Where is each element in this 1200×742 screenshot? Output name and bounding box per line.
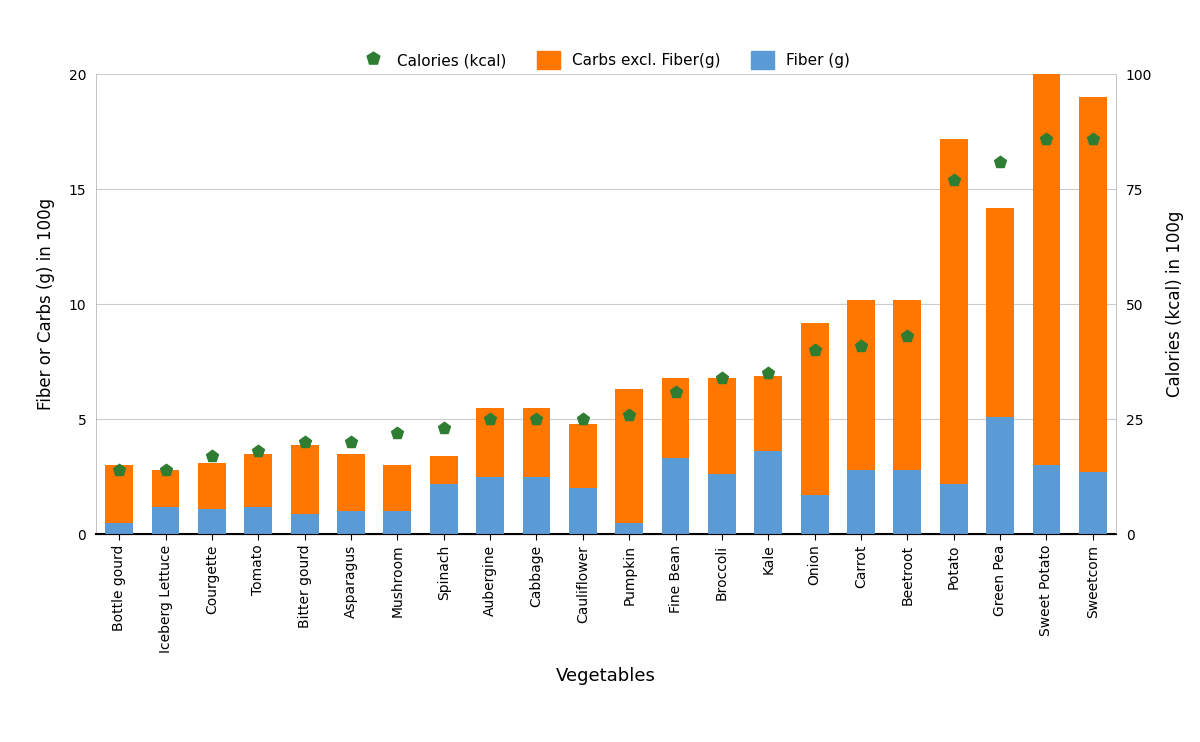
Bar bbox=[894, 470, 922, 534]
Point bbox=[713, 372, 732, 384]
Bar bbox=[847, 470, 875, 534]
Bar bbox=[661, 459, 690, 534]
Point bbox=[898, 330, 917, 342]
Bar bbox=[569, 424, 596, 488]
Bar bbox=[245, 507, 272, 534]
Bar bbox=[800, 495, 828, 534]
Bar bbox=[986, 208, 1014, 417]
Bar bbox=[106, 522, 133, 534]
Bar bbox=[290, 444, 318, 513]
Point bbox=[156, 464, 175, 476]
Bar bbox=[151, 470, 180, 507]
Bar bbox=[106, 465, 133, 522]
Bar bbox=[755, 375, 782, 451]
Bar bbox=[198, 509, 226, 534]
Bar bbox=[986, 417, 1014, 534]
Bar bbox=[384, 511, 412, 534]
Bar bbox=[708, 378, 736, 474]
Bar bbox=[1079, 472, 1106, 534]
Point bbox=[1037, 133, 1056, 145]
Bar bbox=[755, 451, 782, 534]
Point bbox=[1084, 133, 1103, 145]
Bar bbox=[522, 476, 551, 534]
Bar bbox=[151, 507, 180, 534]
Bar bbox=[616, 390, 643, 522]
Point bbox=[342, 436, 361, 448]
Point bbox=[295, 436, 314, 448]
Point bbox=[203, 450, 222, 462]
Bar bbox=[245, 453, 272, 507]
Bar bbox=[569, 488, 596, 534]
Point bbox=[109, 464, 128, 476]
Point bbox=[990, 156, 1009, 168]
X-axis label: Vegetables: Vegetables bbox=[556, 666, 656, 685]
Point bbox=[434, 422, 454, 434]
Bar bbox=[198, 463, 226, 509]
Bar bbox=[800, 323, 828, 495]
Bar bbox=[290, 513, 318, 534]
Y-axis label: Calories (kcal) in 100g: Calories (kcal) in 100g bbox=[1166, 211, 1184, 398]
Bar bbox=[430, 456, 457, 484]
Bar bbox=[384, 465, 412, 511]
Bar bbox=[522, 407, 551, 476]
Point bbox=[619, 409, 638, 421]
Bar bbox=[616, 522, 643, 534]
Bar bbox=[430, 484, 457, 534]
Bar bbox=[940, 484, 967, 534]
Bar bbox=[337, 453, 365, 511]
Point bbox=[758, 367, 778, 379]
Bar bbox=[476, 476, 504, 534]
Bar bbox=[708, 474, 736, 534]
Point bbox=[574, 413, 593, 425]
Bar bbox=[894, 300, 922, 470]
Legend: Calories (kcal), Carbs excl. Fiber(g), Fiber (g): Calories (kcal), Carbs excl. Fiber(g), F… bbox=[355, 45, 857, 75]
Point bbox=[527, 413, 546, 425]
Bar bbox=[847, 300, 875, 470]
Point bbox=[666, 386, 685, 398]
Bar bbox=[1032, 465, 1061, 534]
Point bbox=[805, 344, 824, 356]
Y-axis label: Fiber or Carbs (g) in 100g: Fiber or Carbs (g) in 100g bbox=[37, 198, 55, 410]
Point bbox=[944, 174, 964, 186]
Bar bbox=[661, 378, 690, 459]
Point bbox=[480, 413, 499, 425]
Point bbox=[388, 427, 407, 439]
Point bbox=[248, 445, 268, 457]
Bar bbox=[337, 511, 365, 534]
Bar bbox=[1079, 97, 1106, 472]
Bar bbox=[940, 139, 967, 484]
Bar bbox=[1032, 74, 1061, 465]
Bar bbox=[476, 407, 504, 476]
Point bbox=[852, 340, 871, 352]
